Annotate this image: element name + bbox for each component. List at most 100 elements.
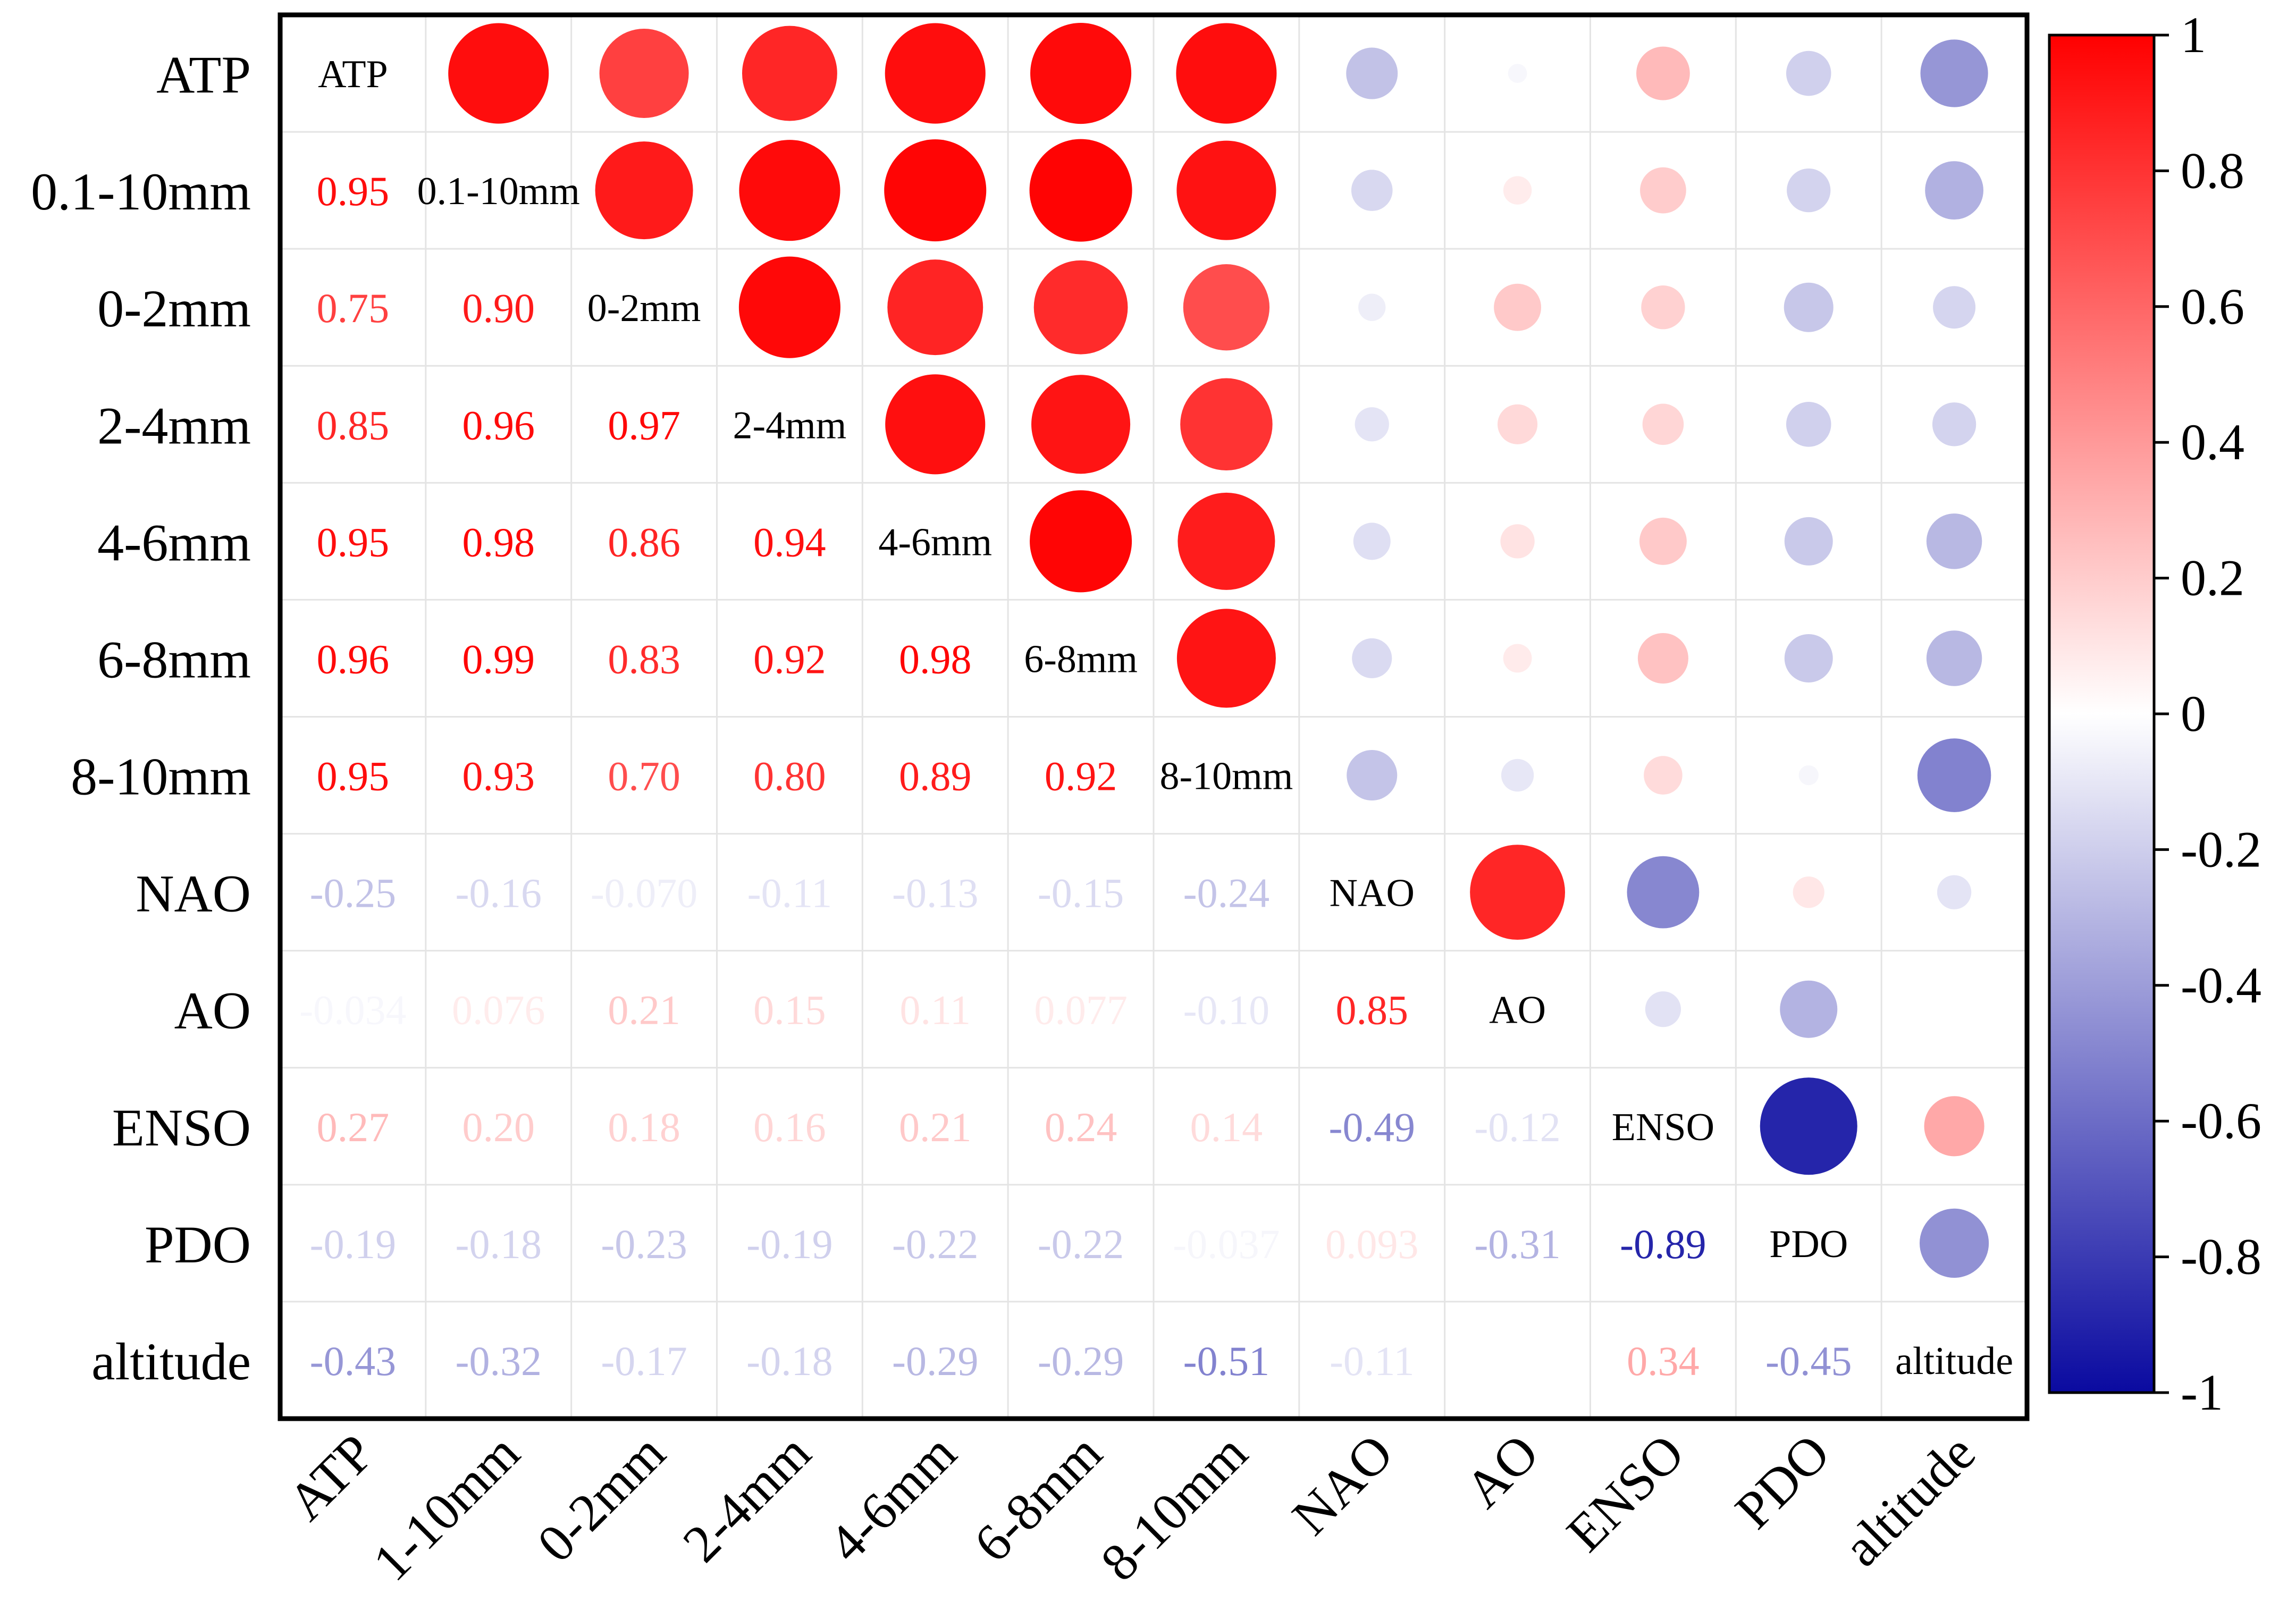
correlation-circle: [1353, 522, 1391, 560]
column-label: AO: [1454, 1423, 1550, 1519]
correlation-circle: [1503, 644, 1532, 673]
coefficient-label: 0.89: [899, 753, 972, 799]
coefficient-label: -0.22: [1038, 1221, 1124, 1267]
correlation-circle: [1470, 845, 1566, 940]
correlation-circle: [1636, 46, 1690, 100]
coefficient-label: -0.32: [456, 1338, 542, 1384]
correlation-circle: [1644, 756, 1683, 795]
correlation-circle: [1637, 633, 1688, 684]
diagonal-label: AO: [1489, 989, 1546, 1032]
correlation-circle: [1645, 991, 1681, 1027]
correlation-circle: [884, 139, 987, 242]
coefficient-label: -0.19: [746, 1221, 832, 1267]
column-label: 8-10mm: [1089, 1423, 1258, 1592]
correlation-circle: [1787, 168, 1831, 213]
coefficient-label: 0.093: [1325, 1221, 1419, 1267]
coefficient-label: 0.27: [317, 1104, 390, 1150]
coefficient-label: 0.92: [753, 636, 826, 682]
diagonal-label: NAO: [1330, 872, 1415, 915]
coefficient-label: 0.14: [1190, 1104, 1263, 1150]
coefficient-label: -0.24: [1183, 870, 1269, 916]
correlation-circle: [1780, 980, 1838, 1038]
coefficient-label: -0.45: [1765, 1338, 1852, 1384]
diagonal-label: 0-2mm: [587, 286, 701, 330]
colorbar-gradient: [2048, 33, 2156, 1394]
coefficient-label: 0.80: [753, 753, 826, 799]
correlation-circle: [1033, 260, 1128, 355]
correlation-circle: [1926, 513, 1982, 569]
coefficient-label: 0.92: [1045, 753, 1117, 799]
coefficient-label: 0.24: [1045, 1104, 1117, 1150]
correlation-circle: [1932, 402, 1977, 446]
coefficient-label: 0.95: [317, 753, 390, 799]
coefficient-label: 0.98: [462, 519, 535, 565]
correlation-circle: [1925, 161, 1983, 220]
coefficient-label: -0.23: [601, 1221, 687, 1267]
row-label: 0-2mm: [97, 279, 251, 338]
colorbar: 1 0.8 0.6 0.4 0.2 0 -0.2 -0.4 -0.6 -0.8 -1: [2048, 6, 2261, 1421]
coefficient-label: -0.25: [310, 870, 396, 916]
coefficient-label: -0.16: [456, 870, 542, 916]
coefficient-label: 0.20: [462, 1104, 535, 1150]
correlation-circle: [1926, 630, 1982, 686]
diagonal-label: altitude: [1895, 1339, 2013, 1383]
correlation-circle: [1358, 293, 1386, 321]
coefficient-label: 0.99: [462, 636, 535, 682]
coefficient-label: 0.94: [753, 519, 826, 565]
correlation-circle: [1920, 1208, 1989, 1278]
correlation-circle: [1784, 282, 1834, 332]
correlation-circle: [1937, 875, 1972, 909]
row-label: 6-8mm: [97, 630, 251, 689]
coefficient-label: 0.21: [608, 987, 680, 1033]
row-labels: ATP 0.1-10mm 0-2mm 2-4mm 4-6mm 6-8mm 8-10mm NAO…: [31, 45, 251, 1391]
plot-frame: [277, 12, 2030, 1421]
correlation-circle: [1917, 738, 1991, 812]
correlation-circle: [1627, 856, 1700, 929]
row-label: ENSO: [112, 1098, 251, 1157]
correlation-circle: [1355, 407, 1389, 442]
coefficient-label: -0.22: [892, 1221, 978, 1267]
coefficient-label: -0.034: [299, 987, 406, 1033]
correlation-circle: [742, 26, 837, 121]
colorbar-tick-label: -0.4: [2181, 957, 2261, 1014]
diagonal-label: ATP: [318, 53, 388, 96]
coefficient-label: -0.19: [310, 1221, 396, 1267]
coefficient-label: -0.89: [1620, 1221, 1706, 1267]
coefficient-label: 0.96: [462, 402, 535, 448]
correlation-circle: [1793, 876, 1824, 908]
coefficient-label: -0.43: [310, 1338, 396, 1384]
correlation-circle: [1639, 517, 1687, 565]
correlation-circle: [1641, 285, 1685, 330]
coefficient-label: 0.93: [462, 753, 535, 799]
coefficient-label: 0.077: [1034, 987, 1128, 1033]
coefficient-label: 0.90: [462, 285, 535, 331]
coefficient-label: -0.51: [1183, 1338, 1269, 1384]
correlation-circle: [739, 140, 840, 241]
correlation-circle: [1030, 23, 1132, 124]
coefficient-label: 0.076: [452, 987, 545, 1033]
coefficient-label: 0.75: [317, 285, 390, 331]
coefficient-label: 0.18: [608, 1104, 680, 1150]
colorbar-tick-label: -0.8: [2181, 1228, 2261, 1285]
correlation-circle: [1351, 170, 1393, 211]
row-label: NAO: [136, 864, 251, 923]
correlation-circle: [1786, 402, 1831, 447]
coefficient-label: 0.98: [899, 636, 972, 682]
coefficient-label: -0.10: [1183, 987, 1269, 1033]
correlation-circle: [1786, 50, 1831, 96]
coefficient-label: -0.18: [456, 1221, 542, 1267]
coefficient-label: 0.70: [608, 753, 680, 799]
column-label: altitude: [1832, 1423, 1987, 1578]
diagonal-label: 2-4mm: [733, 403, 847, 447]
coefficient-label: 0.83: [608, 636, 680, 682]
row-label: 2-4mm: [97, 396, 251, 455]
correlation-circle: [1180, 378, 1273, 471]
correlation-circle: [1640, 167, 1686, 214]
diagonal-label: 0.1-10mm: [417, 170, 580, 213]
coefficient-label: 0.96: [317, 636, 390, 682]
correlation-circle: [1501, 758, 1534, 792]
correlation-circle: [1176, 609, 1276, 708]
coefficient-label: 0.16: [753, 1104, 826, 1150]
coefficient-label: -0.13: [892, 870, 978, 916]
